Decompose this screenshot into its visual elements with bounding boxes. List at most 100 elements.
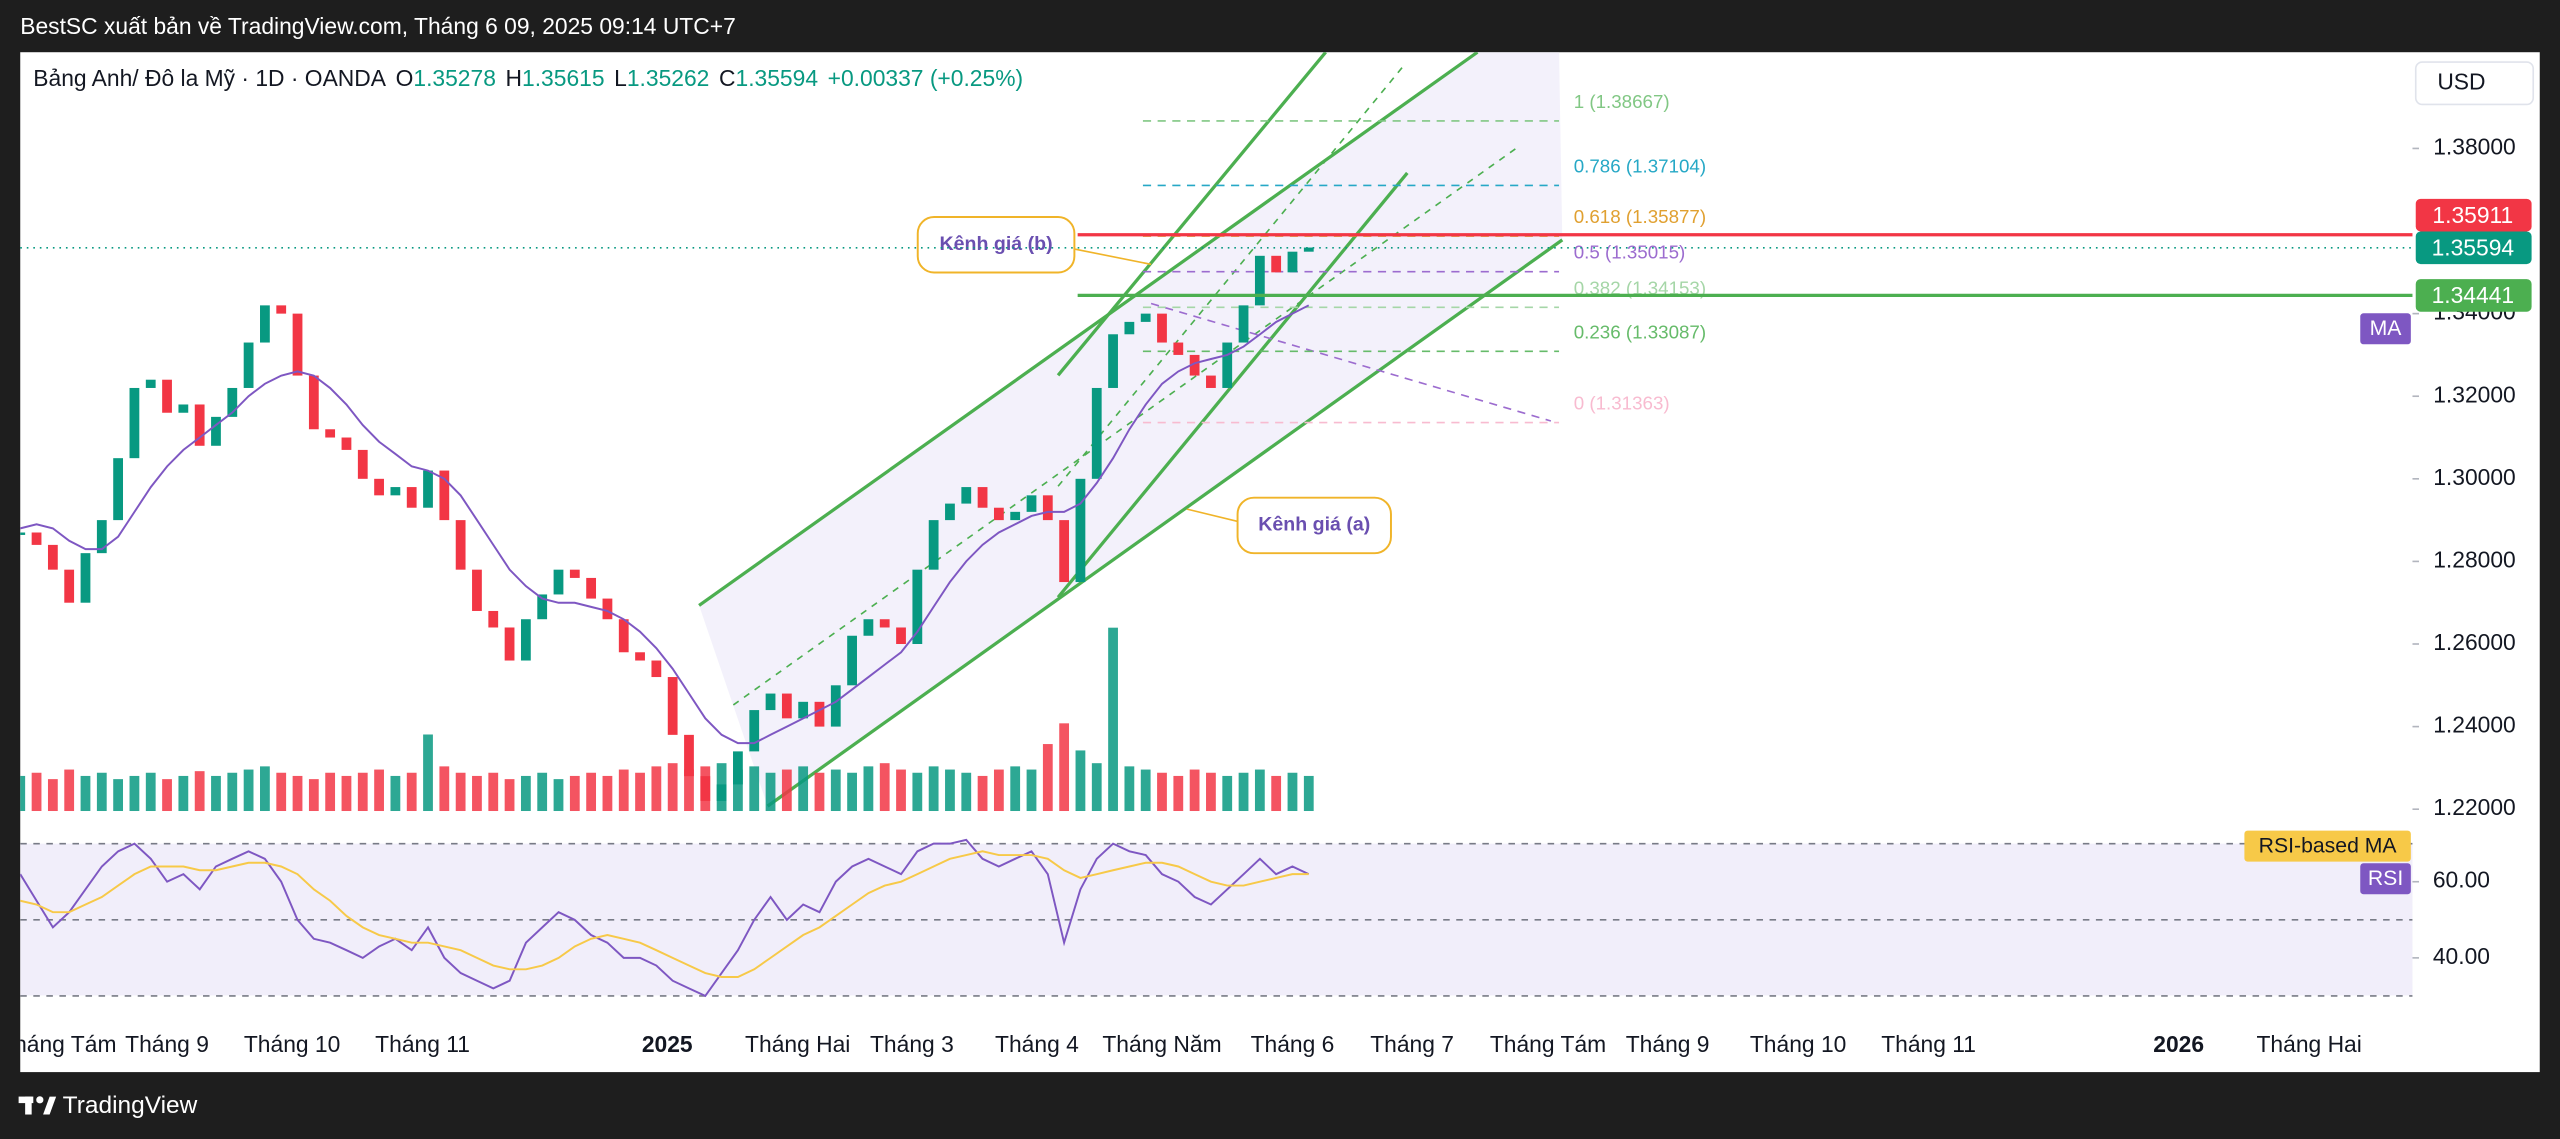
price-label-box [2415,198,2532,232]
candle [716,784,727,801]
candle [423,470,433,508]
candle [635,652,645,661]
callout-leader [1186,508,1242,523]
channel-a-lower [766,238,1564,808]
candle [1124,321,1135,335]
rsi-tag: RSI [2368,867,2403,890]
channel-a-mid [732,146,1519,706]
ohlc-key: C [719,65,736,91]
price-label: 1.34441 [2432,282,2515,308]
candle [618,619,629,653]
candle [798,701,809,719]
candle [276,305,287,314]
candle [700,776,711,801]
candle [96,520,107,554]
volume-bar [618,769,629,812]
callout-box [916,216,1076,274]
x-tick-label: Tháng 9 [125,1031,209,1057]
volume-bar [64,769,75,812]
logo-mark [43,1096,57,1115]
fib-label: 0.5 (1.35015) [1574,242,1686,263]
volume-bar [439,766,450,812]
x-tick-label: Tháng 10 [1750,1031,1846,1057]
callout-label: Kênh giá (a) [1258,514,1370,536]
candle [64,569,75,603]
x-tick-label: Tháng 9 [1626,1031,1710,1057]
candle [194,404,205,446]
currency[interactable]: USD [2437,68,2485,94]
volume-bar [80,775,91,812]
y-tick-label: 60.00 [2433,867,2490,893]
logo-mark [36,1096,44,1104]
volume-bar [635,772,645,812]
currency-button[interactable] [2414,61,2535,106]
candle [863,619,874,636]
volume-bar [504,779,515,812]
volume-bar [1173,775,1184,812]
fib-label: 0.618 (1.35877) [1574,206,1706,227]
fib-label: 1 (1.38667) [1574,91,1670,112]
candle [961,487,972,504]
volume-bar [1271,775,1282,812]
volume-bar [961,772,972,812]
channel-a-upper [698,52,1479,607]
volume-bar [1124,766,1135,812]
rsi-ma-tag: RSI-based MA [2259,835,2398,858]
candle [1091,387,1102,479]
volume-bar [537,772,548,812]
x-tick-label: Tháng Năm [1102,1031,1221,1057]
candle [569,569,580,578]
volume-bar [602,775,613,812]
price-label: 1.35594 [2432,234,2515,260]
volume-bar [308,779,319,812]
candle [145,379,156,388]
candle [406,487,417,508]
volume-bar [733,769,743,812]
x-tick-label: Tháng Tám [0,1031,116,1057]
volume-bar [357,772,368,812]
candle [325,429,336,438]
y-tick-label: 1.22000 [2433,794,2516,820]
y-tick-label: 1.26000 [2433,629,2516,655]
volume-bar [1287,772,1298,812]
legend-line: Bảng Anh/ Đô la Mỹ · 1D · OANDA O1.35278… [33,65,1023,91]
plot: 1 (1.38667) 0.786 (1.37104) 0.618 (1.35877… [20,91,2413,998]
candle [1173,342,1184,355]
candle [341,437,352,450]
change: +0.00337 (+0.25%) [828,65,1023,91]
price-label-box [2415,279,2532,312]
volume-bar [1075,750,1086,812]
candle [667,677,678,735]
logo [18,1096,57,1115]
volume-bar [455,772,466,812]
volume-bar [586,772,597,812]
candle [162,379,172,413]
volume-bar [863,766,874,812]
candle [488,610,499,628]
y-tick-label: 40.00 [2433,943,2490,969]
x-tick-label: Tháng 10 [244,1031,340,1057]
candle [586,577,597,599]
candle [977,487,988,508]
x-tick-label: 2025 [642,1031,693,1057]
candle [684,734,694,777]
volume-bar [1010,766,1021,812]
panes: 1 (1.38667) 0.786 (1.37104) 0.618 (1.35877… [20,52,2413,998]
fib-trend [1150,302,1552,422]
volume-bar [1189,769,1200,812]
candle [553,569,564,595]
volume-bar [260,766,270,812]
callout-label: Kênh giá (b) [940,233,1053,255]
candle [1075,478,1086,583]
publisher-line: BestSC xuất bản về TradingView.com, Thán… [20,13,736,39]
volume-bar [178,775,189,812]
time-axis: Tháng Tám Tháng 9 Tháng 10 Tháng 11 2025 Thán… [0,1021,2362,1057]
rsi-band [20,843,2413,996]
volume-bar [1238,772,1249,812]
ohlc-value: 1.35278 [413,65,496,91]
volume-bar [1042,744,1053,812]
candle [374,478,384,496]
candle [814,701,825,727]
volume-bar [928,766,939,812]
